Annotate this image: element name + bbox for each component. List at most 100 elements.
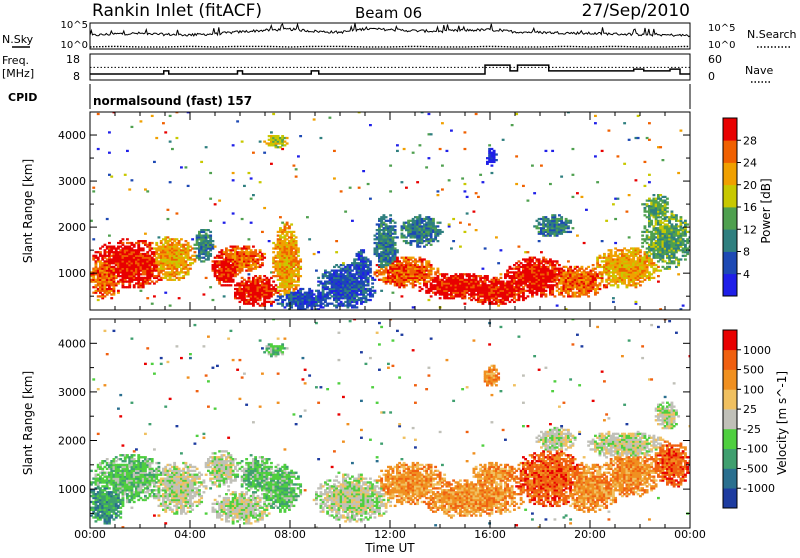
heatmap-cell [482,181,485,183]
heatmap-cell [315,270,318,272]
heatmap-cell [209,253,212,255]
heatmap-cell [500,249,503,251]
heatmap-cell [572,196,575,198]
heatmap-cell [97,299,100,301]
beam-label: Beam 06 [355,4,422,22]
heatmap-cell [306,216,309,218]
heatmap-cell [446,150,449,152]
freq-label-line1: Freq. [2,54,29,67]
heatmap-cell [297,247,300,249]
heatmap-cell [295,168,298,170]
heatmap-cell [164,131,167,133]
heatmap-cell [488,144,491,146]
heatmap-cell [428,299,431,301]
freq-panel-frame [90,54,690,80]
heatmap-cell [401,181,404,183]
heatmap-cell [567,225,570,227]
heatmap-cell [374,279,377,281]
heatmap-cell [432,218,435,220]
heatmap-cell [594,155,597,157]
heatmap-cell [92,187,95,189]
heatmap-cell [599,288,602,290]
heatmap-cell [380,290,383,292]
heatmap-cell [203,293,206,295]
heatmap-cell [241,218,244,220]
heatmap-cell [108,242,111,244]
heatmap-cell [608,130,611,132]
freq-bottom-tick: 8 [73,70,80,83]
heatmap-cell [583,242,586,244]
heatmap-cell [596,292,599,294]
heatmap-cell [446,273,449,275]
heatmap-cell [468,223,471,225]
heatmap-cell [299,266,302,268]
heatmap-cell [140,290,143,292]
heatmap-cell [223,222,226,224]
heatmap-cell [299,135,302,137]
heatmap-cell [603,253,606,255]
heatmap-cell [392,292,395,294]
heatmap-cell [500,277,503,279]
heatmap-cell [635,301,638,303]
heatmap-cell [270,163,273,165]
heatmap-cell [144,240,147,242]
heatmap-cell [403,148,406,150]
heatmap-cell [394,225,397,227]
heatmap-cell [126,238,129,240]
heatmap-cell [572,174,575,176]
heatmap-cell [97,113,100,115]
heatmap-cell [313,253,316,255]
freq-line [90,65,690,74]
noise-right-top-tick: 10^5 [708,23,735,34]
heatmap-cell [437,225,440,227]
heatmap-cell [527,200,530,202]
nsearch-label: N.Search [747,28,797,41]
heatmap-cell [412,152,415,154]
heatmap-cell [637,115,640,117]
heatmap-cell [295,240,298,242]
heatmap-cell [189,268,192,270]
heatmap-cell [439,297,442,299]
heatmap-cell [151,303,154,305]
heatmap-cell [430,264,433,266]
heatmap-cell [497,262,500,264]
heatmap-cell [342,262,345,264]
heatmap-cell [293,165,296,167]
heatmap-cell [317,251,320,253]
heatmap-cell [263,253,266,255]
heatmap-cell [106,218,109,220]
heatmap-cell [205,146,208,148]
heatmap-cell [108,131,111,133]
heatmap-cell [533,192,536,194]
heatmap-cell [317,277,320,279]
heatmap-cell [459,222,462,224]
heatmap-cell [576,192,579,194]
heatmap-cell [351,220,354,222]
heatmap-cell [626,211,629,213]
heatmap-cell [405,187,408,189]
heatmap-cell [554,295,557,297]
heatmap-cell [527,295,530,297]
heatmap-cell [281,148,284,150]
heatmap-cell [297,284,300,286]
heatmap-cell [639,249,642,251]
heatmap-cell [214,203,217,205]
heatmap-cell [556,305,559,307]
heatmap-cell [374,290,377,292]
heatmap-cell [212,240,215,242]
heatmap-cell [263,152,266,154]
heatmap-cell [178,297,181,299]
heatmap-cell [545,293,548,295]
heatmap-cell [151,242,154,244]
heatmap-cell [527,251,530,253]
heatmap-cell [194,251,197,253]
heatmap-cell [641,235,644,237]
heatmap-cell [610,249,613,251]
heatmap-cell [236,120,239,122]
heatmap-cell [531,165,534,167]
heatmap-cell [396,144,399,146]
heatmap-cell [293,231,296,233]
heatmap-cell [452,240,455,242]
heatmap-cell [430,244,433,246]
